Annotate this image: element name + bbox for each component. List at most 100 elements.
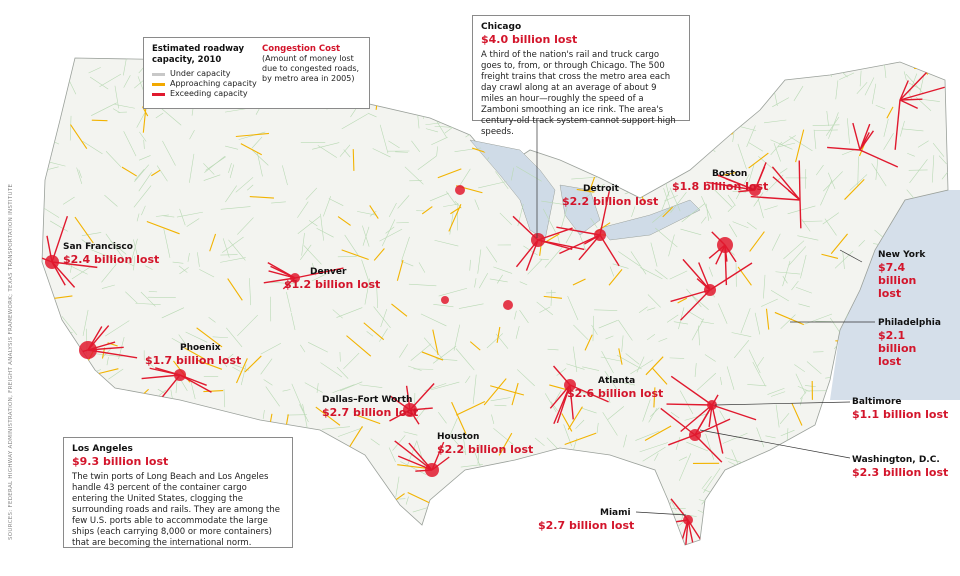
road bbox=[763, 274, 766, 299]
road bbox=[361, 259, 371, 287]
road bbox=[328, 198, 344, 206]
road bbox=[89, 76, 109, 90]
road bbox=[320, 362, 343, 378]
road bbox=[222, 236, 244, 253]
road bbox=[121, 166, 137, 177]
road bbox=[498, 432, 513, 456]
road bbox=[899, 68, 931, 101]
road bbox=[517, 369, 535, 387]
road bbox=[669, 187, 681, 212]
chicago-box: Chicago $4.0 billion lost A third of the… bbox=[472, 15, 690, 137]
city-cost: $1.7 billion lost bbox=[145, 354, 242, 367]
road bbox=[123, 131, 137, 157]
road bbox=[430, 381, 460, 391]
road bbox=[550, 401, 558, 411]
road bbox=[421, 206, 433, 215]
road bbox=[557, 234, 560, 244]
road bbox=[405, 496, 409, 505]
road bbox=[395, 151, 409, 153]
road bbox=[343, 352, 360, 370]
city-cost: $2.7 billion lost bbox=[538, 519, 635, 532]
road bbox=[798, 303, 810, 308]
road bbox=[754, 312, 761, 335]
road bbox=[642, 446, 666, 462]
road bbox=[341, 113, 368, 130]
road bbox=[408, 283, 437, 287]
road bbox=[638, 306, 648, 313]
road bbox=[675, 436, 681, 451]
hotspot bbox=[531, 233, 545, 247]
road bbox=[791, 280, 799, 291]
road bbox=[806, 361, 822, 375]
road bbox=[139, 131, 147, 142]
road bbox=[787, 205, 816, 215]
road bbox=[486, 246, 498, 263]
road bbox=[600, 356, 622, 362]
hotspot bbox=[174, 369, 186, 381]
road bbox=[392, 435, 406, 451]
road bbox=[437, 168, 462, 179]
city-label: Miami $2.7 billion lost bbox=[538, 508, 648, 532]
road bbox=[519, 281, 528, 286]
road bbox=[770, 391, 786, 397]
road bbox=[737, 143, 747, 170]
road bbox=[133, 185, 152, 208]
road bbox=[547, 348, 559, 351]
road bbox=[321, 426, 350, 430]
city-name: Los Angeles bbox=[72, 444, 133, 454]
road bbox=[694, 363, 697, 377]
road bbox=[230, 363, 250, 371]
road bbox=[51, 215, 69, 263]
road bbox=[826, 110, 829, 126]
road bbox=[678, 453, 692, 481]
road bbox=[133, 239, 140, 263]
road bbox=[260, 343, 282, 355]
road bbox=[680, 289, 711, 321]
road bbox=[653, 387, 656, 408]
road bbox=[320, 213, 324, 241]
road bbox=[67, 264, 88, 275]
road bbox=[596, 422, 599, 434]
road bbox=[114, 85, 119, 109]
city-name: Baltimore bbox=[852, 397, 902, 407]
city-cost: $2.1 billion lost bbox=[878, 329, 917, 368]
road bbox=[300, 344, 306, 353]
road bbox=[748, 152, 769, 169]
road bbox=[771, 166, 801, 201]
road bbox=[142, 105, 147, 133]
road bbox=[799, 391, 807, 400]
road bbox=[189, 129, 195, 140]
road bbox=[782, 275, 788, 284]
road bbox=[572, 346, 578, 372]
road bbox=[858, 239, 866, 247]
road bbox=[630, 359, 654, 375]
road bbox=[514, 310, 517, 320]
road bbox=[462, 435, 467, 456]
road bbox=[849, 174, 868, 191]
road bbox=[316, 227, 334, 238]
road bbox=[567, 406, 583, 430]
city-label: Philadelphia $2.1 billion lost bbox=[878, 318, 941, 368]
road bbox=[774, 92, 778, 106]
road bbox=[714, 189, 733, 208]
road bbox=[572, 278, 586, 286]
road bbox=[761, 298, 778, 307]
road bbox=[418, 262, 426, 273]
city-cost: $9.3 billion lost bbox=[72, 455, 169, 468]
road bbox=[401, 260, 414, 267]
road bbox=[133, 256, 136, 271]
road bbox=[756, 427, 765, 448]
road bbox=[71, 266, 91, 280]
road bbox=[681, 203, 706, 223]
road bbox=[582, 366, 600, 371]
road bbox=[899, 99, 918, 110]
road bbox=[931, 155, 935, 183]
city-label: Boston $1.8 billion lost bbox=[672, 169, 782, 193]
city-name: New York bbox=[878, 250, 926, 260]
road bbox=[772, 176, 801, 201]
road bbox=[220, 257, 246, 263]
road bbox=[282, 389, 291, 392]
road bbox=[78, 169, 82, 178]
road bbox=[197, 252, 200, 267]
road bbox=[136, 112, 146, 128]
